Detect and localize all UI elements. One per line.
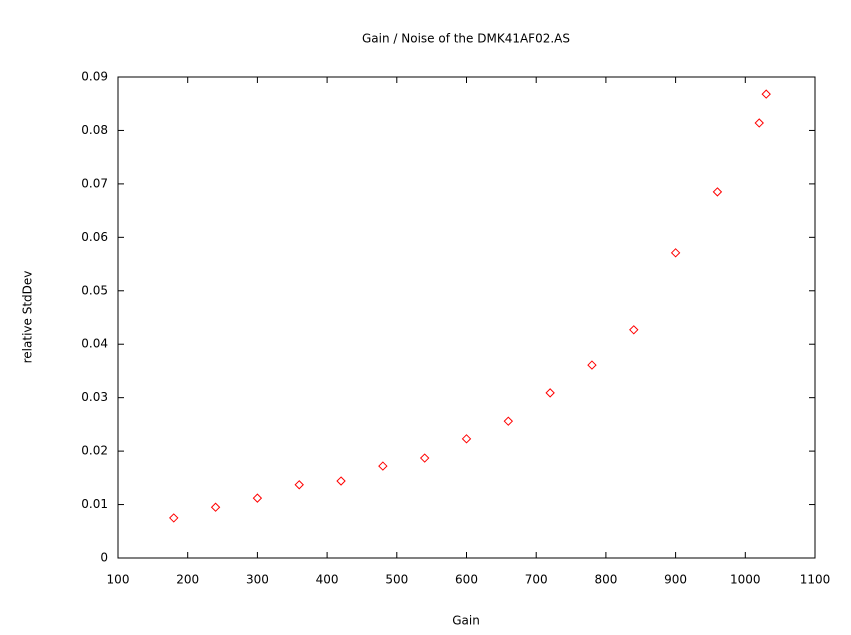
point: [378, 461, 388, 471]
point: [587, 360, 597, 370]
x-tick-label: 1100: [800, 573, 831, 587]
y-axis-label: relative StdDev: [21, 271, 35, 364]
point: [252, 493, 263, 503]
point: [210, 502, 221, 512]
y-tick-label: 0.08: [81, 123, 108, 137]
point: [461, 434, 472, 444]
y-tick-label: 0.06: [81, 230, 108, 244]
x-tick-label: 500: [385, 573, 408, 587]
x-tick-label: 200: [176, 573, 199, 587]
point: [294, 480, 304, 490]
point: [754, 118, 764, 128]
point: [712, 187, 723, 197]
y-tick-label: 0.04: [81, 337, 108, 351]
y-tick-label: 0.05: [81, 283, 108, 297]
x-tick-label: 700: [525, 573, 548, 587]
point: [503, 416, 514, 426]
y-tick-label: 0: [100, 551, 108, 565]
y-tick-label: 0.01: [81, 497, 108, 511]
chart-title: Gain / Noise of the DMK41AF02.AS: [362, 32, 570, 46]
point: [169, 513, 179, 523]
x-tick-label: 800: [594, 573, 617, 587]
y-tick-label: 0.07: [81, 176, 108, 190]
x-tick-label: 900: [664, 573, 687, 587]
x-tick-label: 100: [107, 573, 130, 587]
point: [336, 476, 346, 486]
x-axis-label: Gain: [452, 614, 480, 628]
y-tick-label: 0.09: [81, 70, 108, 84]
x-tick-label: 400: [316, 573, 339, 587]
point: [761, 89, 771, 99]
y-tick-label: 0.03: [81, 390, 108, 404]
point: [629, 325, 639, 335]
x-tick-label: 300: [246, 573, 269, 587]
x-tick-label: 1000: [730, 573, 761, 587]
point: [545, 388, 555, 398]
x-tick-label: 600: [455, 573, 478, 587]
y-tick-label: 0.02: [81, 444, 108, 458]
plot-frame: [117, 76, 816, 559]
point: [670, 248, 681, 258]
point: [419, 453, 430, 463]
